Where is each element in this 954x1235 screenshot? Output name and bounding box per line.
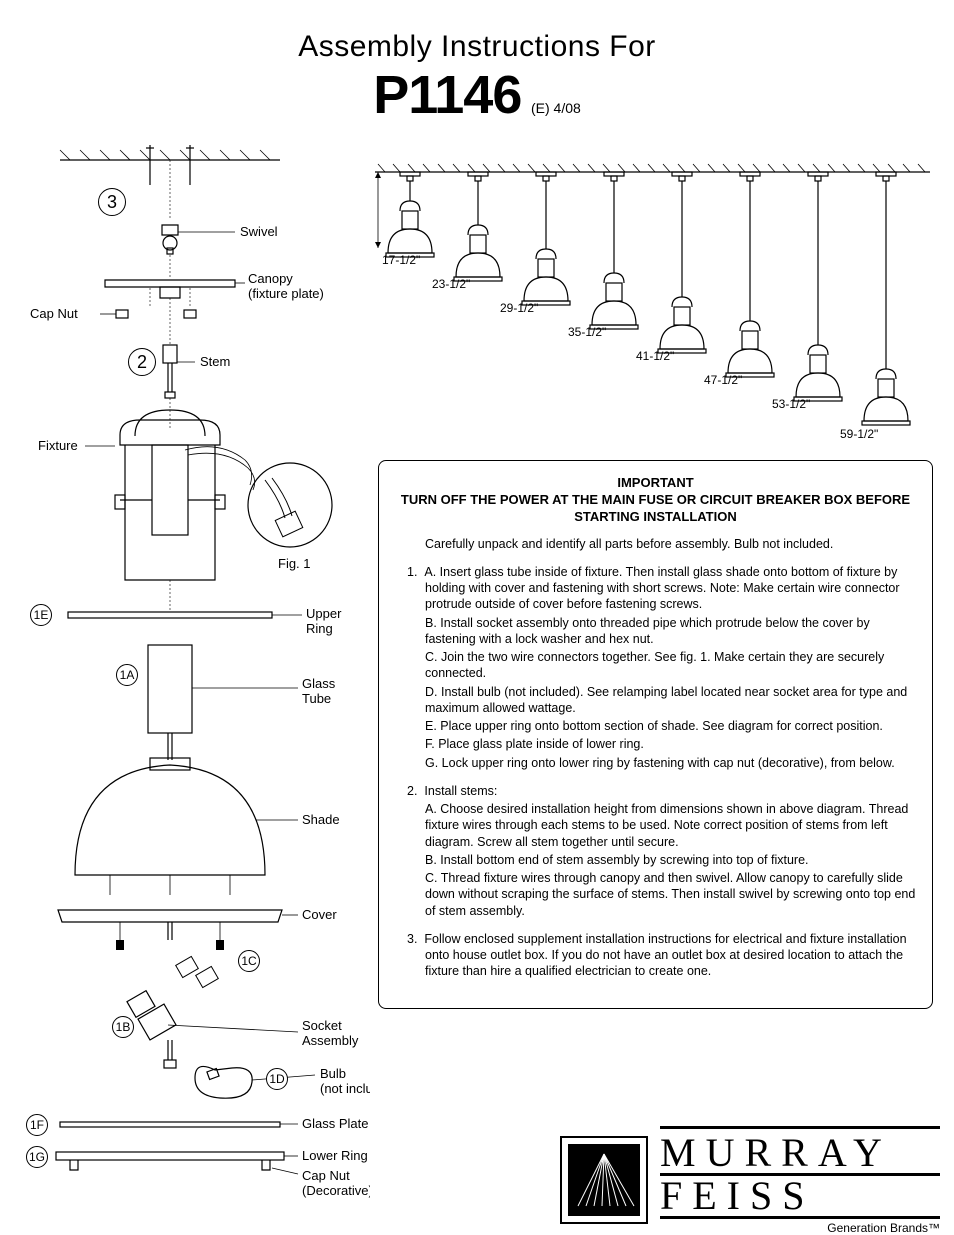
exploded-diagram-svg: Swivel Canopy (fixture plate) Cap Nut St… [20, 140, 370, 1200]
step-3: 3. Follow enclosed supplement installati… [395, 931, 916, 980]
label-bulb1: Bulb [320, 1066, 346, 1081]
heights-svg: 17-1/2" 23-1/2" 29-1/2" 35-1/2" 41-1/2" … [370, 160, 940, 460]
brand-text-block: MURRAY FEISS Generation Brands™ [660, 1126, 940, 1235]
label-gt1: Glass [302, 676, 336, 691]
heights-diagram: 17-1/2" 23-1/2" 29-1/2" 35-1/2" 41-1/2" … [370, 160, 940, 460]
brand-line2: FEISS [660, 1176, 940, 1219]
label-glassplate: Glass Plate [302, 1116, 368, 1131]
step-2: 2. Install stems: A. Choose desired inst… [395, 783, 916, 919]
dim-1: 23-1/2" [432, 277, 470, 291]
label-gt2: Tube [302, 691, 331, 706]
step2-num: 2. [407, 784, 417, 798]
callout-1b: 1B [112, 1016, 134, 1038]
label-stem: Stem [200, 354, 230, 369]
dim-0: 17-1/2" [382, 253, 420, 267]
label-capdec1: Cap Nut [302, 1168, 350, 1183]
brand-line1: MURRAY [660, 1126, 940, 1176]
callout-1a: 1A [116, 664, 138, 686]
callout-1e: 1E [30, 604, 52, 626]
intro-text: Carefully unpack and identify all parts … [425, 536, 916, 552]
dim-2: 29-1/2" [500, 301, 538, 315]
step3-num: 3. [407, 932, 417, 946]
page-header: Assembly Instructions For P1146 (E) 4/08 [0, 0, 954, 126]
step1-e: E. Place upper ring onto bottom section … [395, 718, 916, 734]
step1-g: G. Lock upper ring onto lower ring by fa… [395, 755, 916, 771]
instructions-panel: IMPORTANT TURN OFF THE POWER AT THE MAIN… [378, 460, 933, 1009]
brand-sub: Generation Brands™ [660, 1221, 940, 1235]
label-fixture: Fixture [38, 438, 78, 453]
label-cover: Cover [302, 907, 337, 922]
brand-logo [560, 1136, 648, 1224]
step2-b: B. Install bottom end of stem assembly b… [395, 852, 916, 868]
step1-c: C. Join the two wire connectors together… [395, 649, 916, 682]
label-swivel: Swivel [240, 224, 278, 239]
step1-b: B. Install socket assembly onto threaded… [395, 615, 916, 648]
label-capdec2: (Decorative) [302, 1183, 370, 1198]
step3-body: Follow enclosed supplement installation … [424, 932, 906, 979]
step2-a: A. Choose desired installation height fr… [395, 801, 916, 850]
dim-4: 41-1/2" [636, 349, 674, 363]
label-shade: Shade [302, 812, 340, 827]
label-upper1: Upper [306, 606, 342, 621]
brand-logo-graphic [568, 1144, 640, 1216]
callout-1f: 1F [26, 1114, 48, 1136]
dim-6: 53-1/2" [772, 397, 810, 411]
step2-title: Install stems: [424, 784, 497, 798]
callout-1d: 1D [266, 1068, 288, 1090]
dim-7: 59-1/2" [840, 427, 878, 441]
step1-d: D. Install bulb (not included). See rela… [395, 684, 916, 717]
step2-c: C. Thread fixture wires through canopy a… [395, 870, 916, 919]
step-1: 1. A. Insert glass tube inside of fixtur… [395, 564, 916, 771]
label-lowerring: Lower Ring [302, 1148, 368, 1163]
exploded-diagram: Swivel Canopy (fixture plate) Cap Nut St… [20, 140, 370, 1200]
model-number: P1146 [373, 64, 521, 126]
label-upper2: Ring [306, 621, 333, 636]
callout-step3: 3 [98, 188, 126, 216]
step1-f: F. Place glass plate inside of lower rin… [395, 736, 916, 752]
callout-step2: 2 [128, 348, 156, 376]
label-canopy1: Canopy [248, 271, 293, 286]
important-heading: IMPORTANT TURN OFF THE POWER AT THE MAIN… [395, 475, 916, 526]
dim-3: 35-1/2" [568, 325, 606, 339]
step1-num: 1. [407, 565, 417, 579]
important-word: IMPORTANT [395, 475, 916, 492]
brand-footer: MURRAY FEISS Generation Brands™ [560, 1135, 940, 1225]
label-socket2: Assembly [302, 1033, 359, 1048]
header-title: Assembly Instructions For [0, 30, 954, 64]
step1-a: A. Insert glass tube inside of fixture. … [424, 565, 899, 612]
label-fig1: Fig. 1 [278, 556, 311, 571]
important-body: TURN OFF THE POWER AT THE MAIN FUSE OR C… [395, 492, 916, 526]
header-model-row: P1146 (E) 4/08 [0, 64, 954, 126]
callout-1c: 1C [238, 950, 260, 972]
revision-text: (E) 4/08 [531, 100, 581, 116]
label-bulb2: (not included) [320, 1081, 370, 1096]
label-canopy2: (fixture plate) [248, 286, 324, 301]
callout-1g: 1G [26, 1146, 48, 1168]
label-socket1: Socket [302, 1018, 342, 1033]
dim-5: 47-1/2" [704, 373, 742, 387]
label-capnut: Cap Nut [30, 306, 78, 321]
